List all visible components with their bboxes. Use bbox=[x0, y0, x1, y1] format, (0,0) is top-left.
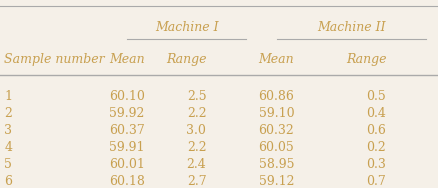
Text: 59.91: 59.91 bbox=[109, 141, 145, 154]
Text: 59.92: 59.92 bbox=[109, 107, 145, 120]
Text: 3: 3 bbox=[4, 124, 12, 137]
Text: Range: Range bbox=[345, 53, 385, 66]
Text: 1: 1 bbox=[4, 90, 12, 103]
Text: 60.37: 60.37 bbox=[109, 124, 145, 137]
Text: 59.12: 59.12 bbox=[258, 175, 293, 188]
Text: 2.2: 2.2 bbox=[186, 141, 206, 154]
Text: 5: 5 bbox=[4, 158, 12, 171]
Text: 0.4: 0.4 bbox=[366, 107, 385, 120]
Text: 0.5: 0.5 bbox=[366, 90, 385, 103]
Text: 0.6: 0.6 bbox=[366, 124, 385, 137]
Text: 60.18: 60.18 bbox=[109, 175, 145, 188]
Text: Sample number: Sample number bbox=[4, 53, 105, 66]
Text: 6: 6 bbox=[4, 175, 12, 188]
Text: Range: Range bbox=[166, 53, 206, 66]
Text: 60.86: 60.86 bbox=[258, 90, 293, 103]
Text: 60.32: 60.32 bbox=[258, 124, 293, 137]
Text: 0.3: 0.3 bbox=[366, 158, 385, 171]
Text: 4: 4 bbox=[4, 141, 12, 154]
Text: 3.0: 3.0 bbox=[186, 124, 206, 137]
Text: 59.10: 59.10 bbox=[258, 107, 293, 120]
Text: Mean: Mean bbox=[258, 53, 293, 66]
Text: 0.2: 0.2 bbox=[366, 141, 385, 154]
Text: 60.01: 60.01 bbox=[109, 158, 145, 171]
Text: 60.10: 60.10 bbox=[109, 90, 145, 103]
Text: Machine I: Machine I bbox=[155, 21, 218, 34]
Text: 2: 2 bbox=[4, 107, 12, 120]
Text: Mean: Mean bbox=[109, 53, 145, 66]
Text: 2.5: 2.5 bbox=[186, 90, 206, 103]
Text: 58.95: 58.95 bbox=[258, 158, 293, 171]
Text: 2.4: 2.4 bbox=[186, 158, 206, 171]
Text: 0.7: 0.7 bbox=[366, 175, 385, 188]
Text: 2.7: 2.7 bbox=[186, 175, 206, 188]
Text: 60.05: 60.05 bbox=[258, 141, 293, 154]
Text: 2.2: 2.2 bbox=[186, 107, 206, 120]
Text: Machine II: Machine II bbox=[316, 21, 385, 34]
